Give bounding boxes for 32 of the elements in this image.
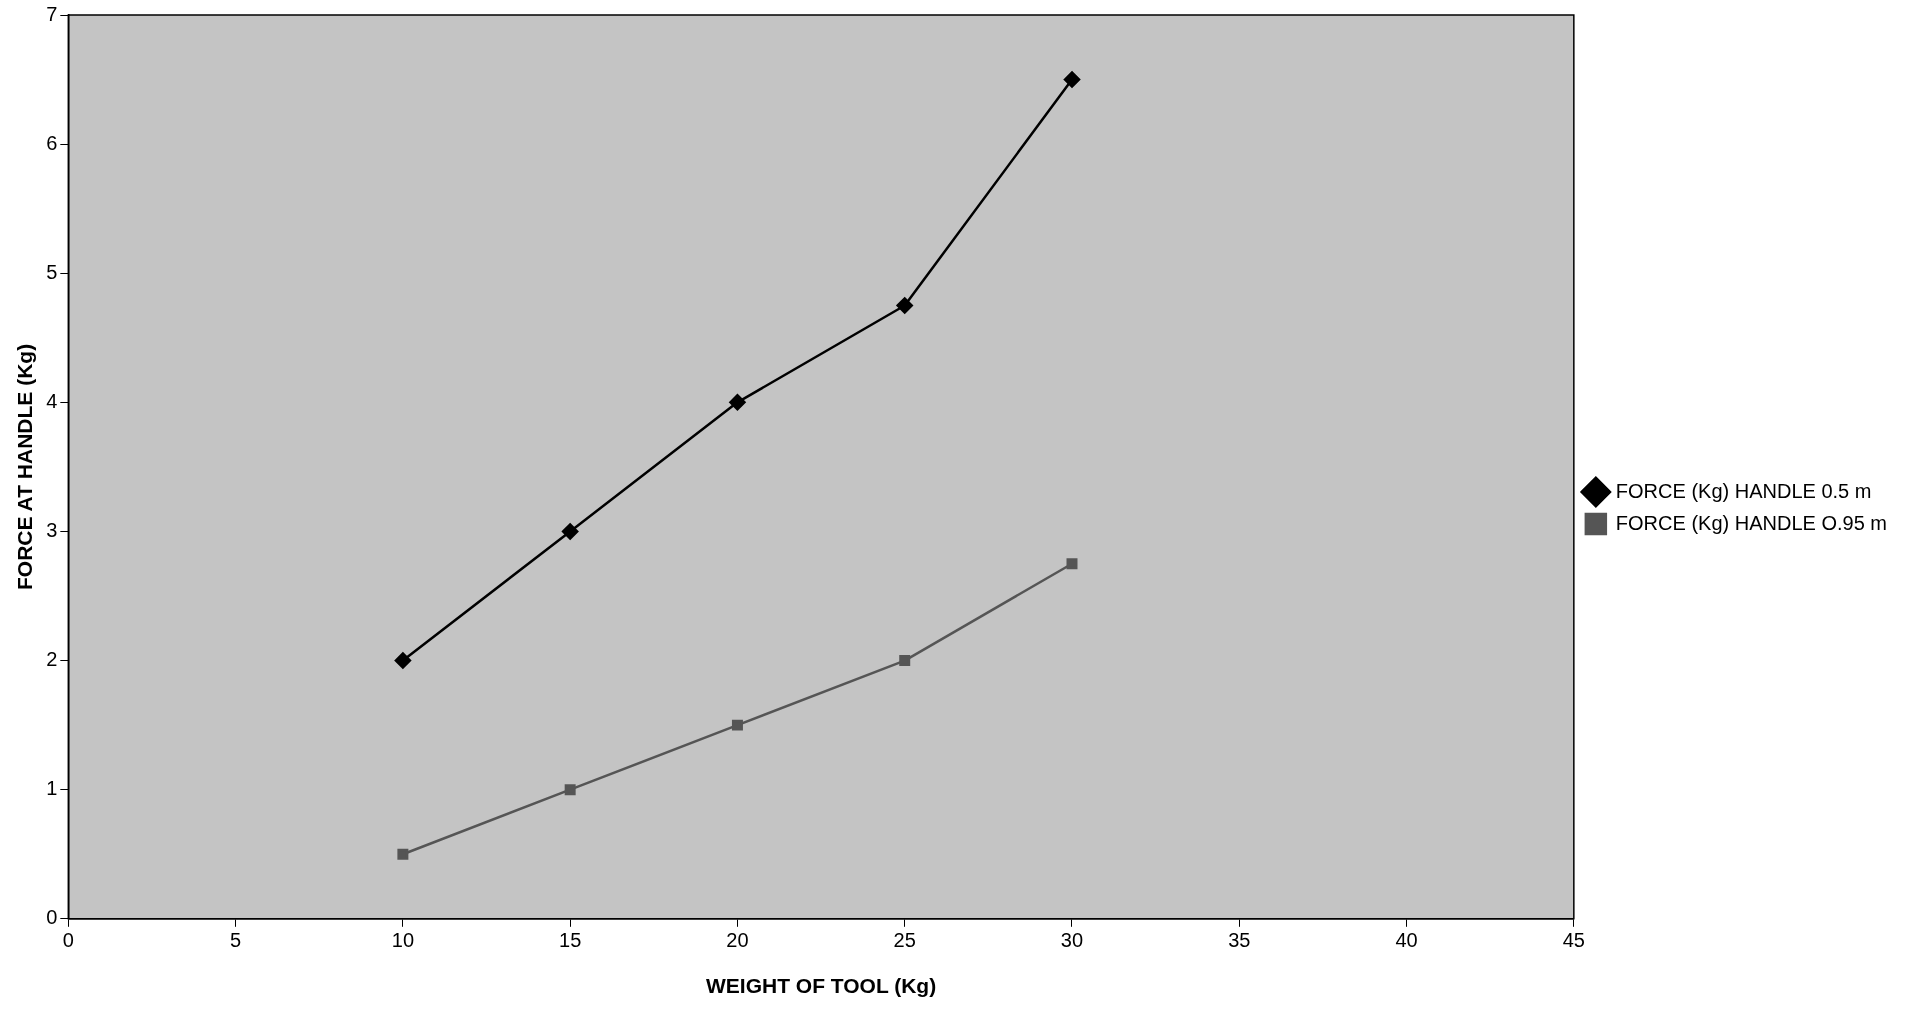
y-tick-label: 5 bbox=[46, 260, 58, 283]
y-tick-label: 4 bbox=[46, 389, 58, 412]
x-axis-title: WEIGHT OF TOOL (Kg) bbox=[705, 974, 937, 998]
x-tick-label: 25 bbox=[893, 929, 916, 952]
point bbox=[899, 655, 911, 667]
point bbox=[1066, 558, 1078, 570]
x-tick-label: 10 bbox=[391, 929, 415, 952]
x-tick-label: 40 bbox=[1395, 929, 1418, 952]
x-tick-label: 5 bbox=[230, 929, 242, 952]
y-tick-label: 1 bbox=[46, 777, 58, 800]
x-tick-label: 15 bbox=[559, 929, 582, 952]
y-axis-title: FORCE AT HANDLE (Kg) bbox=[13, 343, 37, 590]
y-tick-label: 7 bbox=[46, 2, 58, 25]
legend-label: FORCE (Kg) HANDLE O.95 m bbox=[1615, 511, 1888, 534]
point bbox=[729, 394, 746, 411]
point bbox=[564, 784, 576, 796]
legend-label: FORCE (Kg) HANDLE 0.5 m bbox=[1615, 479, 1872, 502]
x-tick-label: 45 bbox=[1562, 929, 1585, 952]
y-tick-label: 0 bbox=[46, 906, 58, 929]
y-tick-label: 3 bbox=[46, 518, 58, 541]
y-tick-label: 2 bbox=[46, 648, 58, 671]
point bbox=[561, 523, 579, 540]
x-tick-label: 0 bbox=[62, 929, 74, 952]
point bbox=[1063, 71, 1081, 88]
x-tick-label: 35 bbox=[1228, 929, 1251, 952]
point bbox=[394, 652, 412, 669]
y-tick-label: 6 bbox=[46, 131, 58, 154]
point bbox=[731, 719, 743, 731]
point bbox=[896, 297, 913, 314]
point bbox=[397, 848, 409, 860]
x-tick-label: 20 bbox=[726, 929, 749, 952]
x-tick-label: 30 bbox=[1060, 929, 1084, 952]
